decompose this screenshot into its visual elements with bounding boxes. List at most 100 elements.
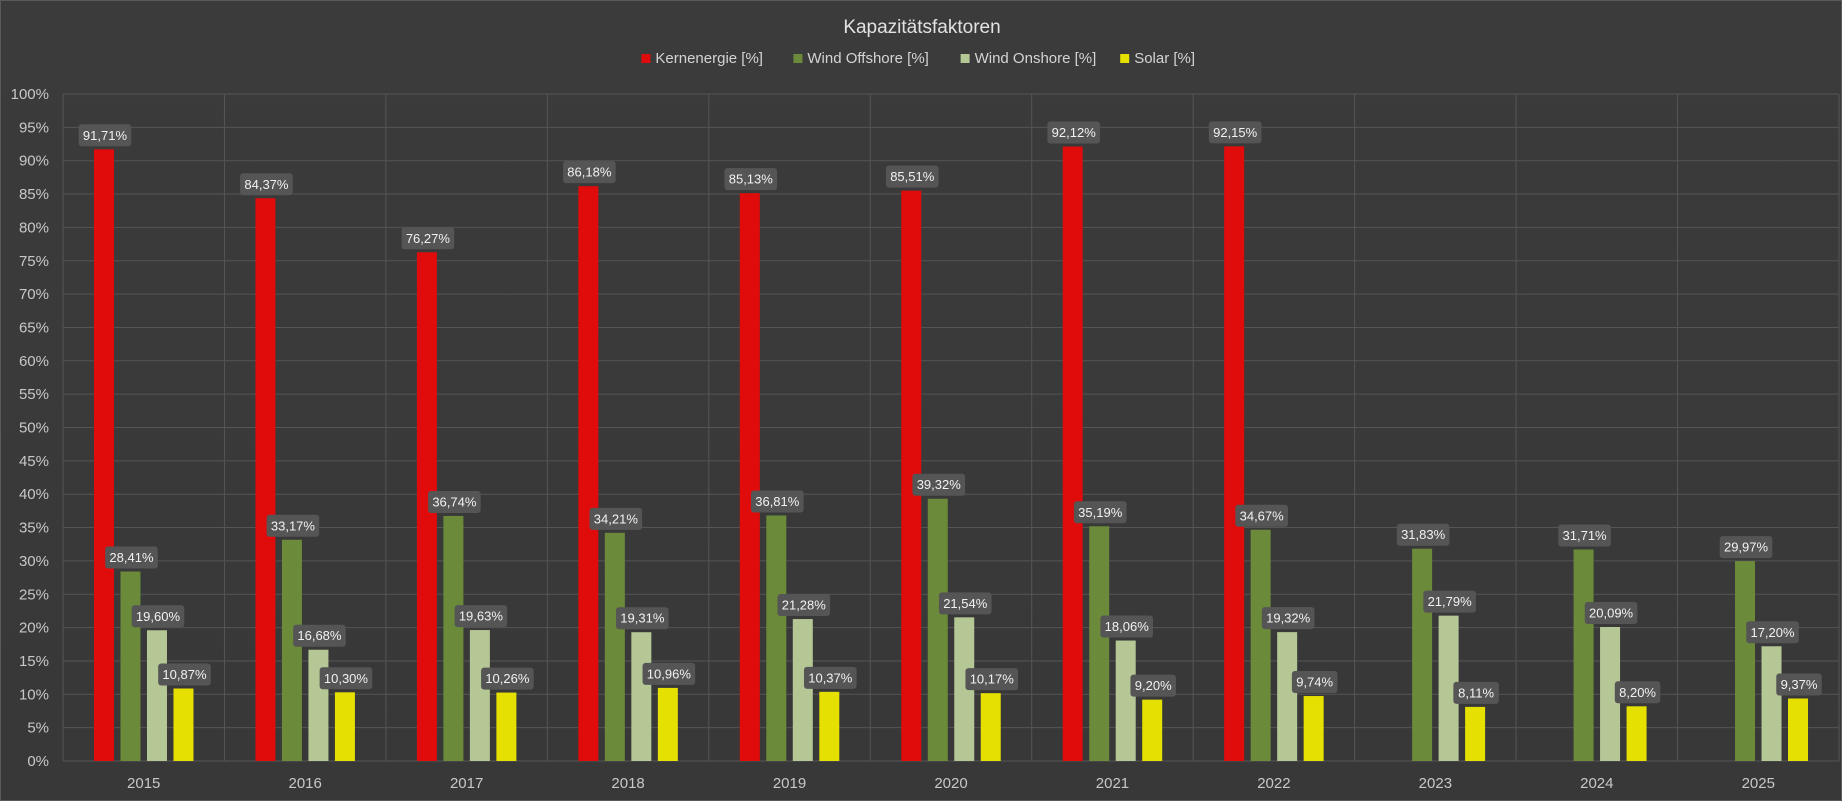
x-tick-label-2018: 2018 <box>611 775 644 792</box>
bar-wind-offshore-2023 <box>1412 548 1433 761</box>
data-label-value: 19,31% <box>620 611 665 626</box>
data-label-value: 35,19% <box>1078 505 1123 520</box>
y-tick-label: 20% <box>19 620 49 637</box>
data-label-wind-onshore-2018: 19,31% <box>616 607 669 630</box>
data-label-box <box>401 227 455 250</box>
y-tick-label: 45% <box>19 453 49 470</box>
data-label-box <box>1047 121 1101 144</box>
data-label-wind-onshore-2025: 17,20% <box>1746 621 1799 644</box>
bar-solar-2020 <box>980 693 1001 761</box>
bar-kernenergie-2020 <box>901 190 922 761</box>
data-label-value: 84,37% <box>244 177 289 192</box>
data-label-box <box>454 605 508 628</box>
data-label-wind-offshore-2017: 36,74% <box>428 490 481 513</box>
data-label-box <box>240 173 293 196</box>
bar-wind-onshore-2019 <box>792 619 813 761</box>
bar-solar-2019 <box>819 691 840 761</box>
data-label-wind-offshore-2023: 31,83% <box>1396 523 1450 546</box>
data-label-solar-2020: 10,17% <box>965 668 1019 691</box>
data-label-box <box>293 624 346 647</box>
data-label-value: 92,15% <box>1213 125 1258 140</box>
legend-label: Wind Offshore [%] <box>807 50 928 67</box>
bar-wind-onshore-2022 <box>1277 632 1298 761</box>
data-label-value: 21,54% <box>943 596 988 611</box>
x-tick-label-2024: 2024 <box>1580 775 1613 792</box>
data-label-value: 19,60% <box>136 609 181 624</box>
data-label-wind-offshore-2018: 34,21% <box>589 507 643 530</box>
data-label-box <box>78 124 132 147</box>
data-label-value: 85,13% <box>729 172 774 187</box>
data-label-value: 10,87% <box>162 667 207 682</box>
x-tick-label-2025: 2025 <box>1742 775 1775 792</box>
data-label-box <box>319 667 373 690</box>
bar-wind-onshore-2018 <box>631 632 652 761</box>
data-label-box <box>1291 671 1338 694</box>
y-tick-label: 30% <box>19 553 49 570</box>
data-label-value: 31,71% <box>1563 528 1608 543</box>
data-label-wind-onshore-2023: 21,79% <box>1423 590 1476 613</box>
bar-wind-offshore-2022 <box>1250 529 1271 761</box>
data-label-value: 28,41% <box>109 550 154 565</box>
data-label-box <box>803 666 857 689</box>
data-label-value: 29,97% <box>1724 540 1769 555</box>
data-label-kernenergie-2016: 84,37% <box>240 173 293 196</box>
data-label-value: 19,32% <box>1266 611 1311 626</box>
data-label-wind-onshore-2024: 20,09% <box>1584 601 1638 624</box>
bar-wind-onshore-2023 <box>1438 615 1459 761</box>
data-label-wind-onshore-2020: 21,54% <box>938 592 992 615</box>
y-tick-label: 90% <box>19 153 49 170</box>
data-label-box <box>1130 674 1176 697</box>
data-label-box <box>965 668 1019 691</box>
bar-wind-onshore-2021 <box>1115 640 1136 761</box>
data-label-value: 92,12% <box>1052 125 1097 140</box>
data-label-value: 39,32% <box>917 477 962 492</box>
data-label-value: 36,74% <box>432 494 477 509</box>
data-label-box <box>1584 601 1638 624</box>
data-label-value: 31,83% <box>1401 527 1446 542</box>
y-tick-label: 40% <box>19 486 49 503</box>
legend-swatch <box>1120 54 1130 63</box>
data-label-value: 9,20% <box>1135 678 1172 693</box>
data-label-value: 9,74% <box>1296 675 1333 690</box>
data-label-solar-2017: 10,26% <box>481 667 534 690</box>
legend-label: Wind Onshore [%] <box>975 50 1097 67</box>
bar-wind-offshore-2020 <box>927 498 948 761</box>
y-tick-label: 0% <box>27 753 49 770</box>
data-label-box <box>1719 536 1773 559</box>
data-label-kernenergie-2022: 92,15% <box>1208 121 1262 144</box>
y-tick-label: 25% <box>19 586 49 603</box>
bar-solar-2016 <box>334 692 355 761</box>
data-label-value: 21,28% <box>782 598 827 613</box>
data-label-box <box>1453 681 1499 704</box>
data-label-value: 9,37% <box>1781 677 1818 692</box>
legend-swatch <box>793 54 803 63</box>
bar-wind-onshore-2024 <box>1600 626 1621 761</box>
bar-wind-offshore-2024 <box>1573 549 1594 761</box>
data-label-wind-onshore-2019: 21,28% <box>777 594 831 617</box>
x-tick-label-2019: 2019 <box>773 775 806 792</box>
bar-wind-onshore-2025 <box>1761 646 1782 761</box>
data-label-wind-onshore-2017: 19,63% <box>454 605 508 628</box>
y-tick-label: 95% <box>19 119 49 136</box>
legend-swatch <box>641 54 651 63</box>
bar-kernenergie-2019 <box>739 193 760 761</box>
data-label-kernenergie-2015: 91,71% <box>78 124 132 147</box>
data-label-value: 36,81% <box>755 494 800 509</box>
bar-wind-offshore-2018 <box>604 532 625 761</box>
data-label-value: 10,30% <box>324 671 369 686</box>
y-tick-label: 50% <box>19 420 49 437</box>
data-label-solar-2019: 10,37% <box>803 666 857 689</box>
data-label-value: 8,20% <box>1619 685 1656 700</box>
bar-kernenergie-2021 <box>1062 146 1083 762</box>
data-label-wind-offshore-2025: 29,97% <box>1719 536 1773 559</box>
data-label-box <box>1776 673 1822 696</box>
x-tick-label-2016: 2016 <box>288 775 321 792</box>
data-label-wind-offshore-2021: 35,19% <box>1073 501 1127 524</box>
legend-label: Solar [%] <box>1134 50 1195 67</box>
y-tick-label: 85% <box>19 186 49 203</box>
bar-wind-offshore-2016 <box>281 539 302 761</box>
bar-wind-offshore-2021 <box>1089 526 1110 761</box>
data-label-value: 20,09% <box>1589 605 1634 620</box>
bar-wind-onshore-2017 <box>469 630 490 761</box>
